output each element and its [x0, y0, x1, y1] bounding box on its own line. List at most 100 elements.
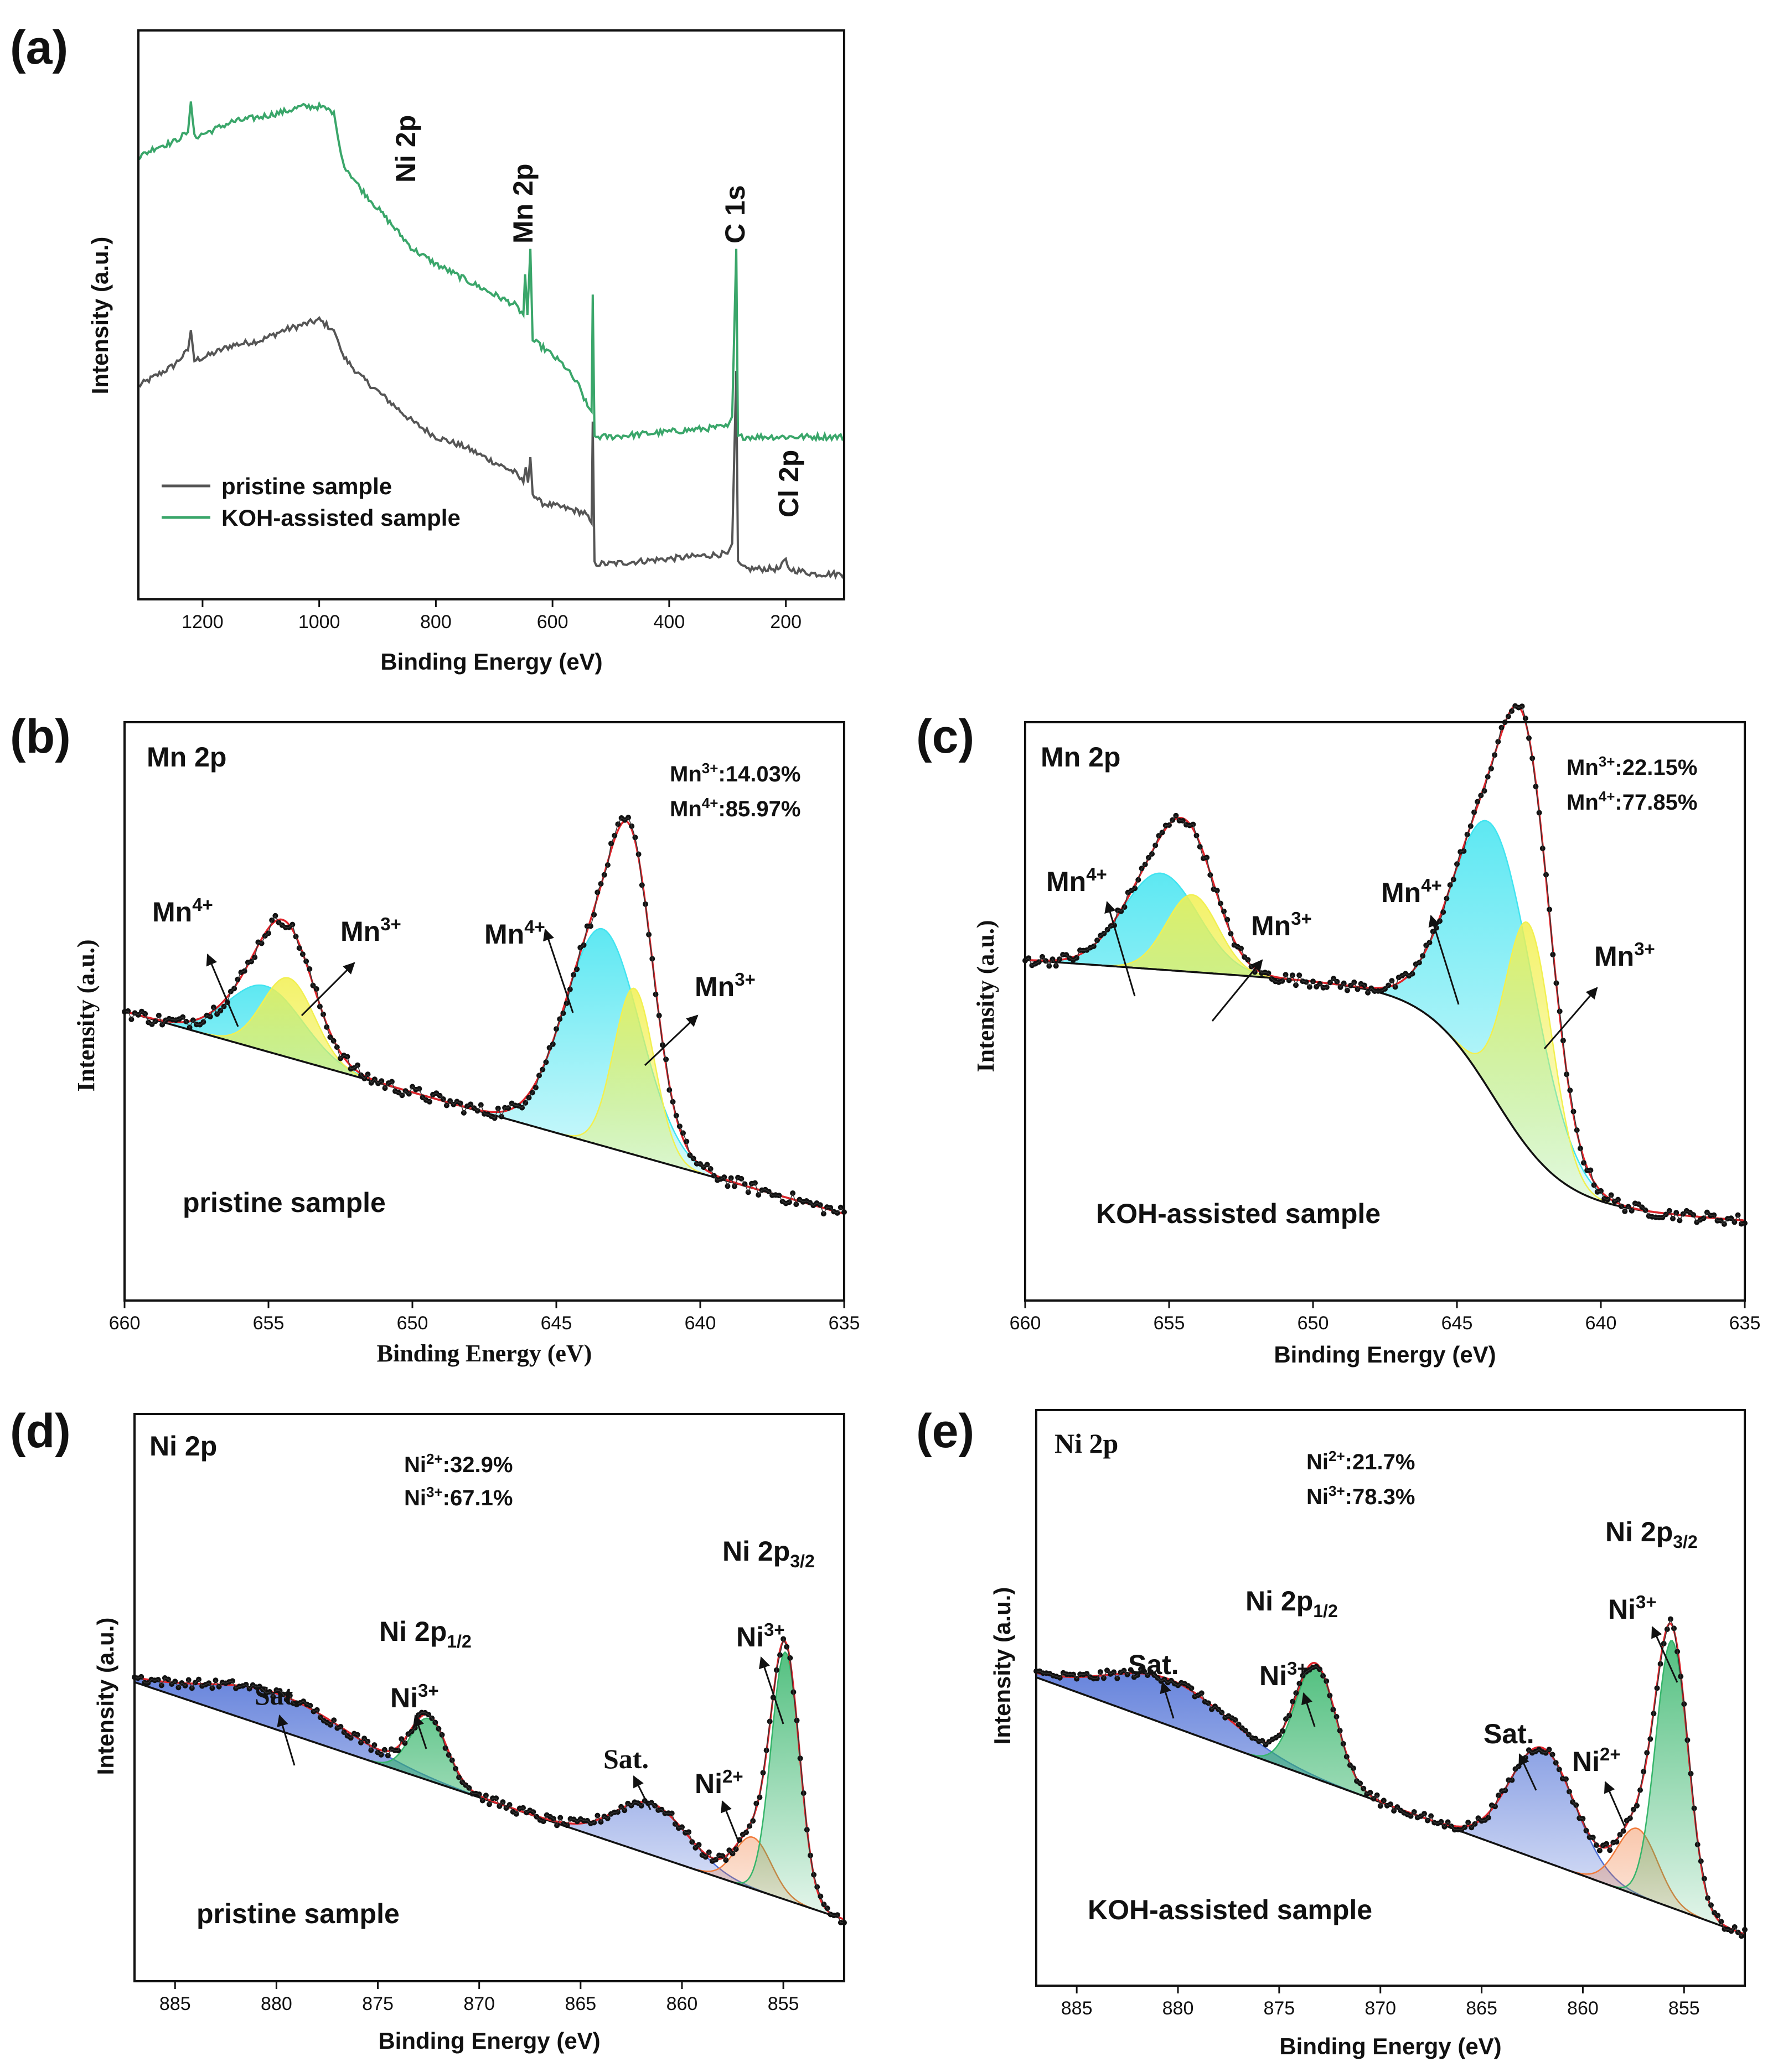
panel-a-frame — [137, 29, 845, 600]
x-tick-label: 640 — [1585, 1313, 1617, 1334]
x-tick-label: 660 — [109, 1313, 141, 1334]
x-tick-label: 870 — [463, 1993, 495, 2014]
x-tick-label: 860 — [666, 1993, 698, 2014]
experimental-trace — [124, 817, 845, 1215]
x-tick-label: 645 — [1441, 1313, 1473, 1334]
x-tick-label: 1200 — [182, 612, 224, 633]
panel-e-arrow-sat-right — [1518, 1753, 1537, 1791]
panel-b-title: Mn 2p — [147, 742, 226, 773]
panel-c-peak-mn4-right: Mn4+​ — [1381, 875, 1442, 908]
legend: pristine sample KOH-assisted sample — [162, 473, 461, 531]
peak-label-mn2p: Mn 2p — [508, 164, 539, 244]
panel-c-mn4-percent: Mn4+​:77.85% — [1567, 788, 1697, 815]
panel-a-plot-area — [137, 101, 845, 580]
panel-a-x-axis-label: Binding Energy (eV) — [380, 649, 602, 675]
panel-d-peak-ni3-right: Ni3+​ — [736, 1619, 785, 1653]
panel-c-arrow-mn3-right — [1543, 987, 1598, 1049]
panel-e-peak-ni3-left: Ni3+​ — [1259, 1658, 1308, 1691]
x-tick-label: 880 — [1162, 1998, 1194, 2019]
panel-d-peak-sat-right: Sat. — [603, 1743, 649, 1774]
panel-c-arrow-mn4-left — [1104, 900, 1136, 997]
legend-entry-koh: KOH-assisted sample — [221, 505, 461, 531]
x-tick-label: 880 — [261, 1993, 292, 2014]
panel-b-plot-area — [122, 815, 847, 1217]
x-tick-label: 865 — [1466, 1998, 1497, 2019]
panel-a-x-ticks: 1200 1000 800 600 400 200 — [182, 599, 802, 633]
peak-label-c1s: C 1s — [720, 185, 751, 244]
panel-a-label: (a) — [10, 21, 68, 74]
x-tick-label: 635 — [1729, 1313, 1761, 1334]
panel-d-arrow-sat-right — [633, 1775, 652, 1810]
x-tick-label: 855 — [768, 1993, 799, 2014]
x-tick-label: 645 — [541, 1313, 572, 1334]
panel-a-survey-spectrum: (a) 1200 1000 800 600 400 200 Binding Energy … — [10, 21, 845, 675]
panel-e-peak-sat-left: Sat. — [1128, 1649, 1179, 1680]
panel-e-region-2p12: Ni 2p1/2 — [1245, 1586, 1338, 1621]
panel-c-x-axis-label: Binding Energy (eV) — [1274, 1341, 1496, 1367]
panel-a-y-axis-label: Intensity (a.u.) — [87, 237, 113, 395]
experimental-points — [1022, 703, 1748, 1227]
panel-d-region-2p12: Ni 2p1/2 — [379, 1616, 472, 1651]
x-tick-label: 855 — [1668, 1998, 1700, 2019]
x-tick-label: 655 — [253, 1313, 285, 1334]
panel-e-y-axis-label: Intensity (a.u.) — [989, 1587, 1015, 1745]
x-tick-label: 875 — [1263, 1998, 1295, 2019]
peak-label-ni2p: Ni 2p — [390, 115, 421, 183]
panel-c-label: (c) — [916, 710, 974, 763]
panel-e-frame — [1035, 1409, 1746, 1987]
panel-d-arrow-sat-left — [277, 1714, 296, 1766]
panel-b-frame — [123, 721, 845, 1302]
x-tick-label: 650 — [397, 1313, 428, 1334]
panel-e-region-2p32: Ni 2p3/2 — [1605, 1516, 1698, 1552]
panel-c-x-ticks: 660 655 650 645 640 635 — [1010, 1301, 1761, 1334]
panel-e-title: Ni 2p — [1055, 1428, 1118, 1459]
x-tick-label: 875 — [362, 1993, 394, 2014]
x-tick-label: 800 — [420, 612, 452, 633]
koh-survey-line — [137, 101, 845, 443]
panel-e-plot-area — [1033, 1616, 1748, 1939]
panel-d-y-axis-label: Intensity (a.u.) — [92, 1618, 118, 1775]
x-tick-label: 655 — [1154, 1313, 1185, 1334]
panel-d-peak-ni3-left: Ni3+​ — [390, 1680, 439, 1713]
panel-e-ni2-percent: Ni2+​:21.7% — [1306, 1448, 1415, 1474]
panel-b-arrow-mn3-right — [644, 1014, 699, 1066]
panel-b-mn2p-pristine: (b) 660 655 650 645 640 635 Binding Energy (e… — [10, 710, 860, 1367]
panel-c-title: Mn 2p — [1041, 742, 1120, 773]
panel-b-x-axis-label: Binding Energy (eV) — [377, 1340, 592, 1367]
panel-d-ni2p-pristine: (d) 885 880 875 870 865 860 855 Binding Energy… — [10, 1405, 847, 2054]
x-tick-label: 635 — [829, 1313, 860, 1334]
x-tick-label: 885 — [1061, 1998, 1093, 2019]
panel-b-arrow-mn4-left — [206, 954, 239, 1027]
panel-c-sample-label: KOH-assisted sample — [1096, 1198, 1381, 1229]
x-tick-label: 660 — [1010, 1313, 1041, 1334]
panel-c-peak-mn4-left: Mn4+​ — [1046, 864, 1107, 897]
panel-d-region-2p32: Ni 2p3/2 — [722, 1536, 815, 1571]
x-tick-label: 650 — [1298, 1313, 1329, 1334]
panel-e-ni2p-koh: (e) 885 880 875 870 865 860 855 Binding Energy… — [916, 1405, 1748, 2059]
panel-b-label: (b) — [10, 710, 71, 763]
panel-b-peak-mn3-right: Mn3+​ — [695, 969, 756, 1002]
peak-label-cl2p: Cl 2p — [773, 450, 804, 517]
panel-e-peak-sat-right: Sat. — [1484, 1718, 1534, 1749]
panel-e-ni3-percent: Ni3+​:78.3% — [1306, 1483, 1415, 1509]
panel-d-ni2-percent: Ni2+​:32.9% — [404, 1451, 513, 1477]
panel-e-label: (e) — [916, 1405, 974, 1458]
panel-e-sample-label: KOH-assisted sample — [1088, 1894, 1372, 1925]
panel-b-peak-mn4-right: Mn4+​ — [484, 916, 545, 950]
panel-d-sample-label: pristine sample — [197, 1898, 400, 1929]
panel-d-peak-sat-left: Sat. — [255, 1680, 300, 1711]
panel-b-peak-mn3-left: Mn3+​ — [340, 914, 401, 947]
panel-b-y-axis-label: Intensity (a.u.) — [73, 939, 100, 1091]
panel-e-arrow-ni3-left — [1301, 1692, 1316, 1727]
x-tick-label: 860 — [1567, 1998, 1599, 2019]
panel-c-plot-area — [1022, 703, 1748, 1227]
panel-c-mn3-percent: Mn3+​:22.15% — [1567, 753, 1697, 780]
experimental-trace — [1036, 1618, 1745, 1937]
panel-d-peak-ni2: Ni2+​ — [695, 1766, 743, 1799]
panel-b-mn4-percent: Mn4+​:85.97% — [670, 795, 800, 821]
panel-e-peak-ni2: Ni2+​ — [1572, 1744, 1621, 1777]
panel-d-x-ticks: 885 880 875 870 865 860 855 — [159, 1981, 799, 2014]
panel-c-mn2p-koh: (c) 660 655 650 645 640 635 Binding Energy (e… — [916, 703, 1760, 1367]
experimental-points — [122, 815, 847, 1217]
